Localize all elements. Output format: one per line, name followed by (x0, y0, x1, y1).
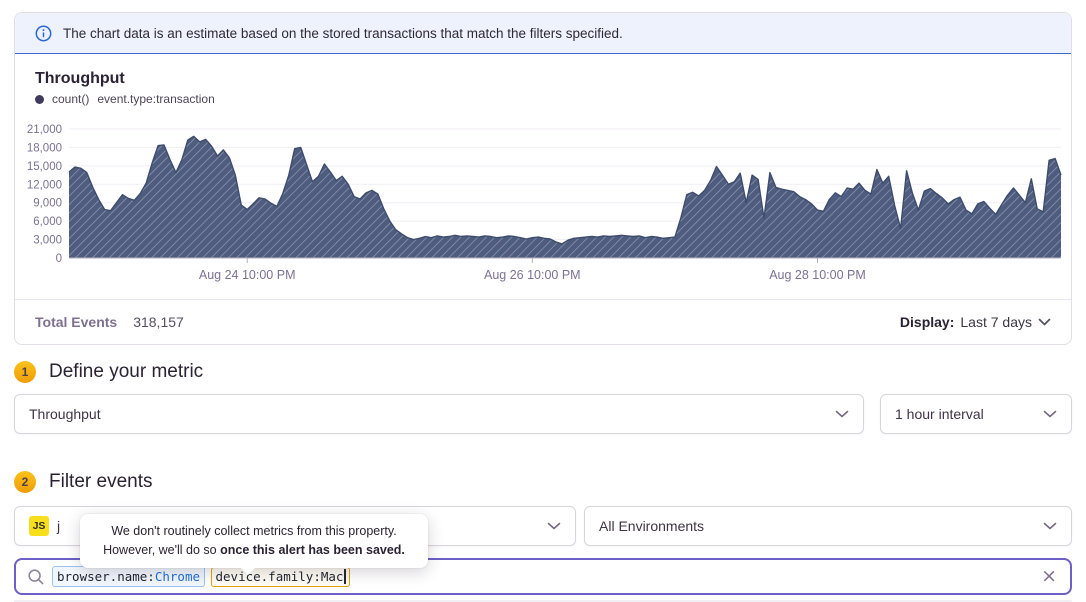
step-1-badge: 1 (14, 361, 36, 383)
chart-panel: The chart data is an estimate based on t… (14, 12, 1072, 345)
token-key: device.family: (215, 569, 321, 584)
svg-text:9,000: 9,000 (33, 198, 62, 210)
svg-text:0: 0 (56, 253, 62, 265)
svg-text:21,000: 21,000 (27, 124, 62, 136)
next-element-edge (14, 600, 1072, 602)
search-icon (28, 568, 44, 584)
search-token[interactable]: device.family: Mac (211, 566, 351, 587)
banner-text: The chart data is an estimate based on t… (63, 25, 623, 41)
chevron-down-icon (547, 522, 561, 530)
svg-text:15,000: 15,000 (27, 161, 62, 173)
section-filter-events: 2 Filter events (14, 471, 152, 493)
environment-select-value: All Environments (599, 518, 705, 534)
info-banner: The chart data is an estimate based on t… (15, 13, 1071, 54)
display-label: Display: (899, 314, 955, 330)
chart-footer: Total Events 318,157 Display: Last 7 day… (15, 299, 1071, 344)
section-2-title: Filter events (49, 471, 153, 492)
interval-select[interactable]: 1 hour interval (880, 394, 1072, 434)
section-define-metric: 1 Define your metric (14, 361, 203, 383)
search-token-list[interactable]: browser.name: Chrome device.family: Mac (52, 566, 1032, 587)
tooltip-line2: However, we'll do so (103, 542, 221, 557)
chart-legend: count() event.type:transaction (35, 90, 1051, 108)
svg-text:3,000: 3,000 (33, 235, 62, 247)
chart-title: Throughput (35, 70, 125, 87)
clear-search-icon[interactable]: × (1041, 565, 1057, 587)
tooltip-line1: We don't routinely collect metrics from … (111, 524, 397, 538)
project-select-value: j (57, 518, 61, 534)
chevron-down-icon (1043, 522, 1057, 530)
svg-text:18,000: 18,000 (27, 142, 62, 154)
metric-row: Throughput 1 hour interval (14, 394, 1072, 434)
svg-text:Aug 28 10:00 PM: Aug 28 10:00 PM (769, 268, 866, 282)
info-icon (35, 25, 52, 41)
environment-select[interactable]: All Environments (584, 506, 1072, 546)
total-events-value: 318,157 (133, 314, 184, 330)
javascript-platform-icon: JS (29, 516, 49, 536)
token-value: Mac (320, 569, 344, 584)
step-2-badge: 2 (14, 471, 36, 493)
metric-select-value: Throughput (29, 406, 101, 422)
metric-select[interactable]: Throughput (14, 394, 864, 434)
throughput-chart: 0 3,000 6,000 9,000 12,000 15,000 18,000 21,000… (15, 114, 1071, 289)
svg-text:Aug 24 10:00 PM: Aug 24 10:00 PM (199, 268, 296, 282)
chevron-down-icon (1038, 318, 1051, 326)
svg-text:Aug 26 10:00 PM: Aug 26 10:00 PM (484, 268, 581, 282)
svg-text:6,000: 6,000 (33, 216, 62, 228)
search-token[interactable]: browser.name: Chrome (52, 566, 205, 587)
display-range-select[interactable]: Display: Last 7 days (900, 314, 1051, 330)
tooltip-line2-bold: once this alert has been saved. (220, 542, 405, 557)
legend-filter-label: event.type:transaction (97, 92, 215, 106)
chevron-down-icon (1043, 410, 1057, 418)
legend-series-label: count() (52, 92, 90, 106)
section-1-title: Define your metric (49, 361, 204, 382)
series-dot-icon (35, 94, 44, 104)
area-chart-svg: 0 3,000 6,000 9,000 12,000 15,000 18,000 21,000… (27, 124, 1062, 282)
total-events-label: Total Events (35, 314, 118, 330)
text-cursor (344, 569, 346, 584)
svg-text:12,000: 12,000 (27, 179, 62, 191)
chevron-down-icon (835, 410, 849, 418)
token-key: browser.name: (57, 569, 155, 584)
token-value: Chrome (154, 569, 200, 584)
property-tooltip: We don't routinely collect metrics from … (80, 514, 428, 574)
interval-select-value: 1 hour interval (895, 406, 984, 422)
display-value: Last 7 days (960, 314, 1032, 330)
